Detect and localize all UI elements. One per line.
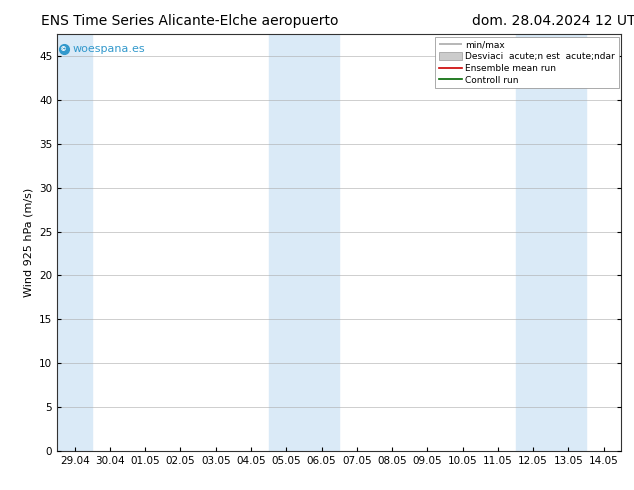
Text: woespana.es: woespana.es [73,44,145,54]
Legend: min/max, Desviaci  acute;n est  acute;ndar, Ensemble mean run, Controll run: min/max, Desviaci acute;n est acute;ndar… [436,37,619,88]
Bar [57,34,93,451]
Bar [515,34,586,451]
Y-axis label: Wind 925 hPa (m/s): Wind 925 hPa (m/s) [23,188,34,297]
Text: ENS Time Series Alicante-Elche aeropuerto: ENS Time Series Alicante-Elche aeropuert… [41,14,339,28]
Text: ©: © [60,46,67,52]
Bar [269,34,339,451]
Text: dom. 28.04.2024 12 UTC: dom. 28.04.2024 12 UTC [472,14,634,28]
